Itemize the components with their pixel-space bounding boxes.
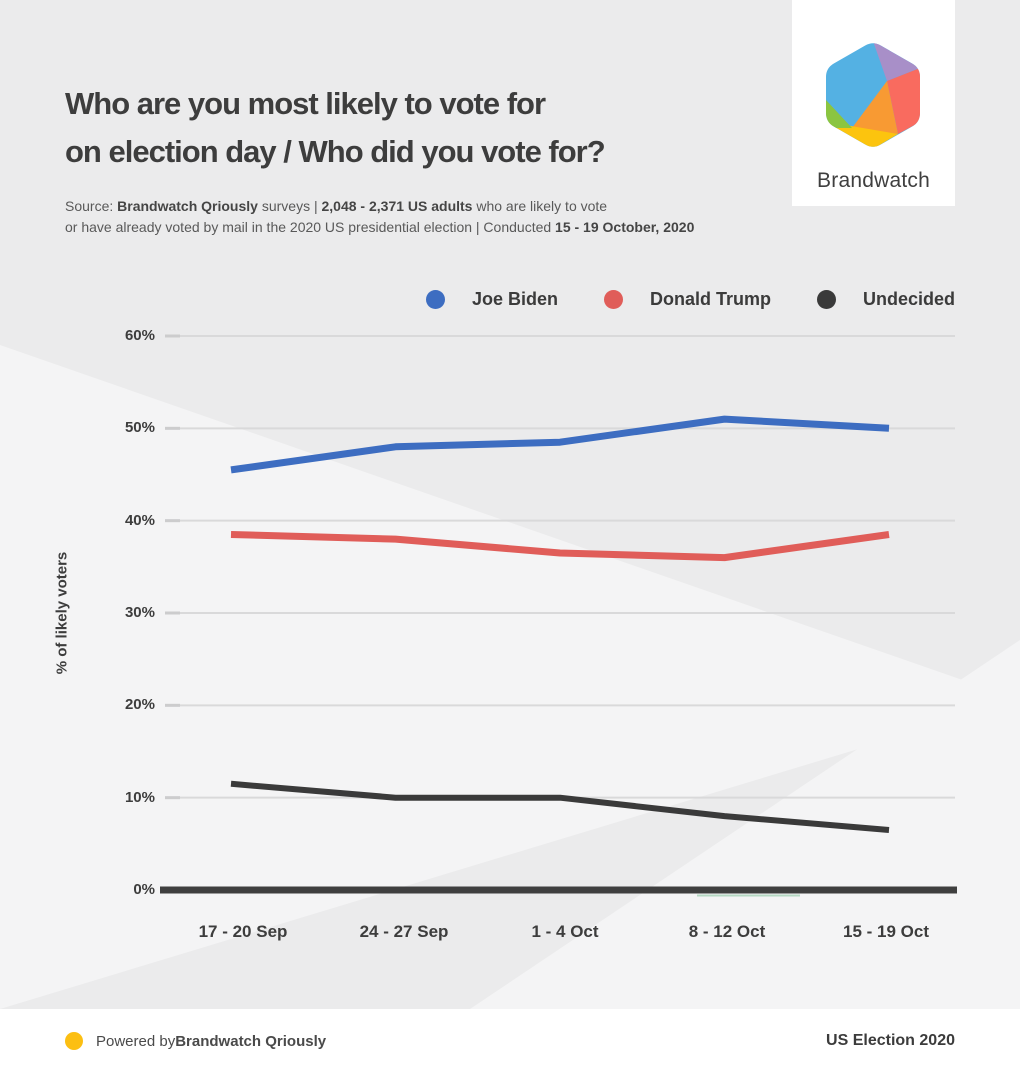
legend-label: Donald Trump: [649, 289, 771, 309]
x-tick-label: 17 - 20 Sep: [198, 922, 288, 941]
powered-by-prefix: Powered by: [96, 1032, 176, 1050]
y-tick-label: 40%: [124, 511, 155, 529]
source-text-segment: who are likely to vote: [472, 198, 608, 214]
series-line-undecided: [230, 780, 890, 833]
legend-label: Joe Biden: [471, 289, 558, 309]
logo-facet-red: [887, 68, 920, 134]
title-line-2: on election day / Who did you vote for?: [65, 134, 606, 169]
x-tick-label: 24 - 27 Sep: [359, 922, 449, 941]
x-tick-label: 1 - 4 Oct: [531, 922, 599, 941]
source-note: Source: Brandwatch Qriously surveys | 2,…: [65, 196, 694, 238]
logo-facet-green: [826, 100, 852, 128]
x-tick-label: 8 - 12 Oct: [688, 922, 766, 941]
source-line-1: Source: Brandwatch Qriously surveys | 2,…: [65, 196, 694, 217]
logo-facet-yellow: [826, 122, 898, 147]
x-tick-label: 15 - 19 Oct: [843, 922, 929, 941]
legend-dot-icon: [816, 290, 836, 309]
source-text-segment: surveys |: [257, 198, 322, 214]
brandwatch-hexagon-icon: [826, 43, 920, 147]
series-line-joe-biden: [230, 415, 890, 474]
legend-label: Undecided: [862, 289, 955, 309]
legend-item-undecided: Undecided: [816, 289, 955, 310]
y-tick-label: 10%: [124, 788, 155, 806]
source-line-2: or have already voted by mail in the 202…: [65, 217, 694, 238]
y-tick-label: 20%: [124, 696, 155, 714]
chart-legend: Joe Biden Donald Trump Undecided: [425, 289, 955, 310]
brandwatch-wordmark: Brandwatch: [817, 169, 930, 192]
title-line-1: Who are you most likely to vote for: [65, 86, 546, 121]
logo-facet-orange: [852, 81, 898, 134]
legend-dot-icon: [425, 290, 445, 309]
footer-campaign-label: US Election 2020: [826, 1032, 955, 1049]
series-line-donald-trump: [230, 531, 890, 562]
y-tick-label: 50%: [124, 419, 155, 437]
brandwatch-logo-card: Brandwatch: [792, 0, 955, 206]
footer-bar: Powered by Brandwatch Qriously US Electi…: [0, 1009, 1020, 1073]
powered-by: Powered by Brandwatch Qriously: [65, 1032, 326, 1050]
legend-dot-icon: [603, 290, 623, 309]
legend-item-donald-trump: Donald Trump: [603, 289, 771, 310]
y-tick-label: 30%: [124, 604, 155, 621]
source-text-segment: Brandwatch Qriously: [117, 198, 258, 214]
page-title: Who are you most likely to vote for on e…: [65, 80, 606, 176]
source-text-segment: 15 - 19 October, 2020: [555, 219, 695, 235]
qriously-dot-icon: [65, 1032, 83, 1050]
logo-facets: [826, 43, 920, 147]
source-text-segment: or have already voted by mail in the 202…: [65, 219, 556, 235]
y-tick-label: 60%: [124, 327, 155, 344]
logo-facet-purple: [873, 43, 920, 81]
y-tick-label: 0%: [133, 881, 155, 898]
powered-by-brand: Brandwatch Qriously: [175, 1032, 327, 1050]
legend-item-joe-biden: Joe Biden: [425, 289, 558, 310]
source-text-segment: Source:: [65, 198, 118, 214]
source-text-segment: 2,048 - 2,371 US adults: [321, 198, 473, 214]
